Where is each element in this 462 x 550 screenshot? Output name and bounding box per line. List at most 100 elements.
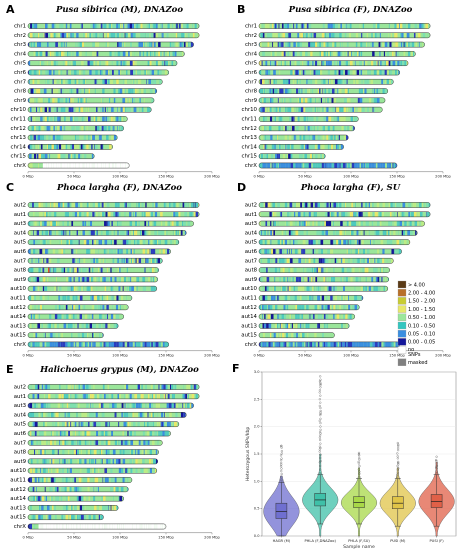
chromosome-aut7: aut7 xyxy=(245,257,394,264)
chromosome-aut8: aut8 xyxy=(14,449,159,456)
chromosome-aut15: aut15 xyxy=(10,332,104,339)
legend-item: 0.05 - 0.10 xyxy=(397,330,435,338)
chromosome-aut1: aut1 xyxy=(245,211,431,218)
chromosome-label: aut11 xyxy=(10,477,26,483)
chromosome-chr4: chr4 xyxy=(245,51,416,57)
legend-item: 1.00 - 1.50 xyxy=(397,305,435,313)
chromosome-label: chr14 xyxy=(242,144,258,150)
chromosome-label: chrX xyxy=(14,524,27,530)
chromosome-aut4: aut4 xyxy=(245,230,418,236)
chromosome-chr12: chr12 xyxy=(11,125,124,132)
panel-title: Pusa sibirica (M), DNAZoo xyxy=(55,4,183,15)
legend-swatch xyxy=(397,321,407,330)
chromosome-chr10: chr10 xyxy=(11,106,152,113)
legend-label: 0.10 - 0.50 xyxy=(408,323,435,329)
chromosome-chr11: chr11 xyxy=(242,116,359,122)
chromosome-label: aut10 xyxy=(10,286,26,292)
x-tick-label: 200 Mbp xyxy=(204,174,220,178)
panel-title: Halichoerus grypus (M), DNAZoo xyxy=(39,364,199,375)
chromosome-label: chr1 xyxy=(14,23,26,29)
chromosome-label: chr8 xyxy=(245,89,258,95)
chromosome-aut10: aut10 xyxy=(10,285,158,292)
chromosome-label: aut1 xyxy=(245,212,257,218)
panel-e: E Halichoerus grypus (M), DNAZoo aut2 aut1 a… xyxy=(6,363,221,539)
legend-label: 1.00 - 1.50 xyxy=(408,307,435,313)
chromosome-label: chr3 xyxy=(14,42,26,48)
legend-item: masked xyxy=(397,358,428,366)
snp-density-legend: > 4.00 2.00 - 4.00 1.50 - 2.00 1.00 - 1.50 0… xyxy=(397,280,435,366)
chromosome-aut2: aut2 xyxy=(14,202,200,208)
chromosome-aut9: aut9 xyxy=(245,276,389,283)
chromosome-label: aut7 xyxy=(14,258,26,264)
chromosome-chr2: chr2 xyxy=(14,32,200,39)
chromosome-chr11: chr11 xyxy=(11,116,128,122)
panel-letter: D xyxy=(237,181,246,194)
panel-a: A Pusa sibirica (M), DNAZoo chr1 chr2 chr3 ch… xyxy=(6,3,221,178)
box xyxy=(353,496,365,508)
chromosome-label: chr5 xyxy=(245,61,257,67)
chromosome-label: aut3 xyxy=(14,221,26,227)
x-tick-label: 150 Mbp xyxy=(389,174,405,178)
x-tick-label: 150 Mbp xyxy=(158,535,174,539)
chromosome-label: chr10 xyxy=(11,107,27,113)
x-tick-label: 100 Mbp xyxy=(112,535,128,539)
violin-1 xyxy=(302,375,339,537)
panel-letter: E xyxy=(6,363,14,376)
chromosome-label: chr9 xyxy=(14,98,27,104)
chromosome-label: chr1 xyxy=(245,23,257,29)
chromosome-label: aut6 xyxy=(14,431,27,437)
chromosome-label: chr12 xyxy=(242,126,257,132)
chromosome-label: aut11 xyxy=(10,295,26,301)
chromosome-aut14: aut14 xyxy=(241,313,355,320)
chromosome-chr2: chr2 xyxy=(245,32,431,39)
chromosome-chr1: chr1 xyxy=(245,23,431,29)
chromosome-label: chr4 xyxy=(245,51,258,57)
panel-d: D Phoca largha (F), SU aut2 aut1 aut3 aut4 aut… xyxy=(237,181,452,357)
panel-b: B Pusa sibirica (F), DNAZoo chr1 chr2 chr3 ch… xyxy=(237,3,452,178)
x-tick-label: 0 Mbp xyxy=(253,353,265,357)
chromosome-aut6: aut6 xyxy=(245,248,402,255)
y-axis-label: Heterozygous SNPs/kbp xyxy=(245,427,251,482)
x-tick-label: 50 Mbp xyxy=(298,353,312,357)
chromosome-aut13: aut13 xyxy=(241,323,350,329)
chromosome-chr7: chr7 xyxy=(245,78,394,85)
x-tick-label: 50 Mbp xyxy=(67,174,81,178)
chromosome-chrX: chrX xyxy=(14,162,130,169)
panel-c: C Phoca largha (F), DNAZoo aut2 aut1 aut3 aut… xyxy=(6,181,221,357)
chromosome-aut8: aut8 xyxy=(14,267,159,274)
violin-panel: F 0.0 0.5 1.0 1.5 2.0 2.5 3.0 Heterozygous SNPs/… xyxy=(232,362,457,550)
legend-label: masked xyxy=(408,360,428,366)
x-tick-label: 100 Mbp xyxy=(343,353,359,357)
legend-label: 0.50 - 1.00 xyxy=(408,315,435,321)
box xyxy=(430,494,443,508)
chromosome-chrX: chrX xyxy=(245,162,398,169)
chromosome-label: chrX xyxy=(245,163,258,169)
box xyxy=(275,502,288,519)
chromosome-chr12: chr12 xyxy=(242,125,355,132)
chromosome-chr7: chr7 xyxy=(14,78,163,85)
chromosome-label: chr15 xyxy=(11,154,26,160)
chromosome-aut3: aut3 xyxy=(14,220,194,227)
chromosome-label: aut12 xyxy=(10,487,26,493)
chromosome-label: chr13 xyxy=(242,135,257,141)
chromosome-label: chr14 xyxy=(11,144,27,150)
chromosome-chr8: chr8 xyxy=(14,88,158,95)
chromosome-label: aut2 xyxy=(14,384,26,390)
panel-title: Phoca largha (F), DNAZoo xyxy=(56,182,182,193)
violin-2 xyxy=(341,451,377,537)
chromosome-aut11: aut11 xyxy=(241,295,364,301)
x-tick-label: HAGR (M) xyxy=(273,539,291,543)
x-tick-label: 50 Mbp xyxy=(67,353,81,357)
violin-0 xyxy=(263,444,300,537)
chromosome-label: aut6 xyxy=(14,249,27,255)
legend-label-2: SNPs xyxy=(408,352,421,358)
legend-label: 2.00 - 4.00 xyxy=(408,291,435,297)
legend-swatch xyxy=(397,330,407,338)
chromosome-label: aut9 xyxy=(245,277,258,283)
chromosome-aut6: aut6 xyxy=(14,430,171,437)
chromosome-aut7: aut7 xyxy=(14,257,163,264)
chromosome-chr9: chr9 xyxy=(245,97,386,104)
chromosome-label: aut14 xyxy=(241,314,257,320)
chromosome-chr13: chr13 xyxy=(242,134,349,141)
